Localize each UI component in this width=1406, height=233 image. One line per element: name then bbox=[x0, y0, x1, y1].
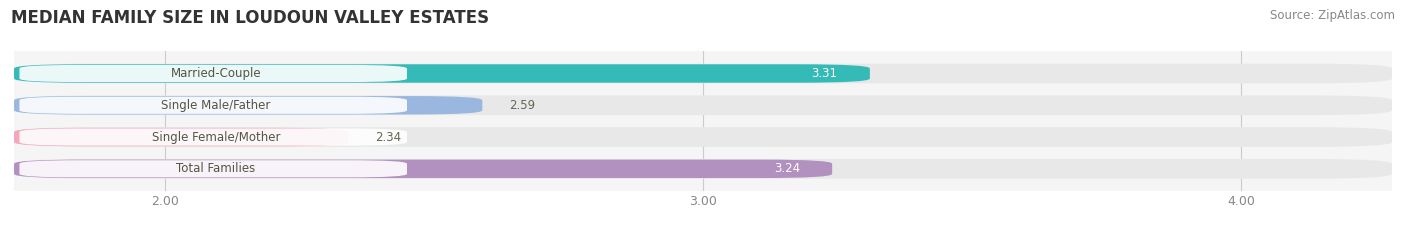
Text: 2.34: 2.34 bbox=[374, 130, 401, 144]
Text: 3.31: 3.31 bbox=[811, 67, 838, 80]
FancyBboxPatch shape bbox=[14, 127, 1392, 147]
Text: MEDIAN FAMILY SIZE IN LOUDOUN VALLEY ESTATES: MEDIAN FAMILY SIZE IN LOUDOUN VALLEY EST… bbox=[11, 9, 489, 27]
FancyBboxPatch shape bbox=[14, 64, 870, 83]
FancyBboxPatch shape bbox=[14, 96, 482, 114]
FancyBboxPatch shape bbox=[20, 160, 406, 177]
FancyBboxPatch shape bbox=[14, 128, 347, 146]
Text: Married-Couple: Married-Couple bbox=[170, 67, 262, 80]
FancyBboxPatch shape bbox=[14, 160, 832, 178]
FancyBboxPatch shape bbox=[14, 96, 1392, 115]
Text: Single Male/Father: Single Male/Father bbox=[162, 99, 270, 112]
FancyBboxPatch shape bbox=[14, 159, 1392, 179]
Text: Total Families: Total Families bbox=[176, 162, 256, 175]
Text: Single Female/Mother: Single Female/Mother bbox=[152, 130, 280, 144]
FancyBboxPatch shape bbox=[20, 65, 406, 82]
FancyBboxPatch shape bbox=[20, 97, 406, 114]
Text: Source: ZipAtlas.com: Source: ZipAtlas.com bbox=[1270, 9, 1395, 22]
Text: 2.59: 2.59 bbox=[509, 99, 536, 112]
FancyBboxPatch shape bbox=[20, 128, 406, 146]
Text: 3.24: 3.24 bbox=[773, 162, 800, 175]
FancyBboxPatch shape bbox=[14, 64, 1392, 83]
